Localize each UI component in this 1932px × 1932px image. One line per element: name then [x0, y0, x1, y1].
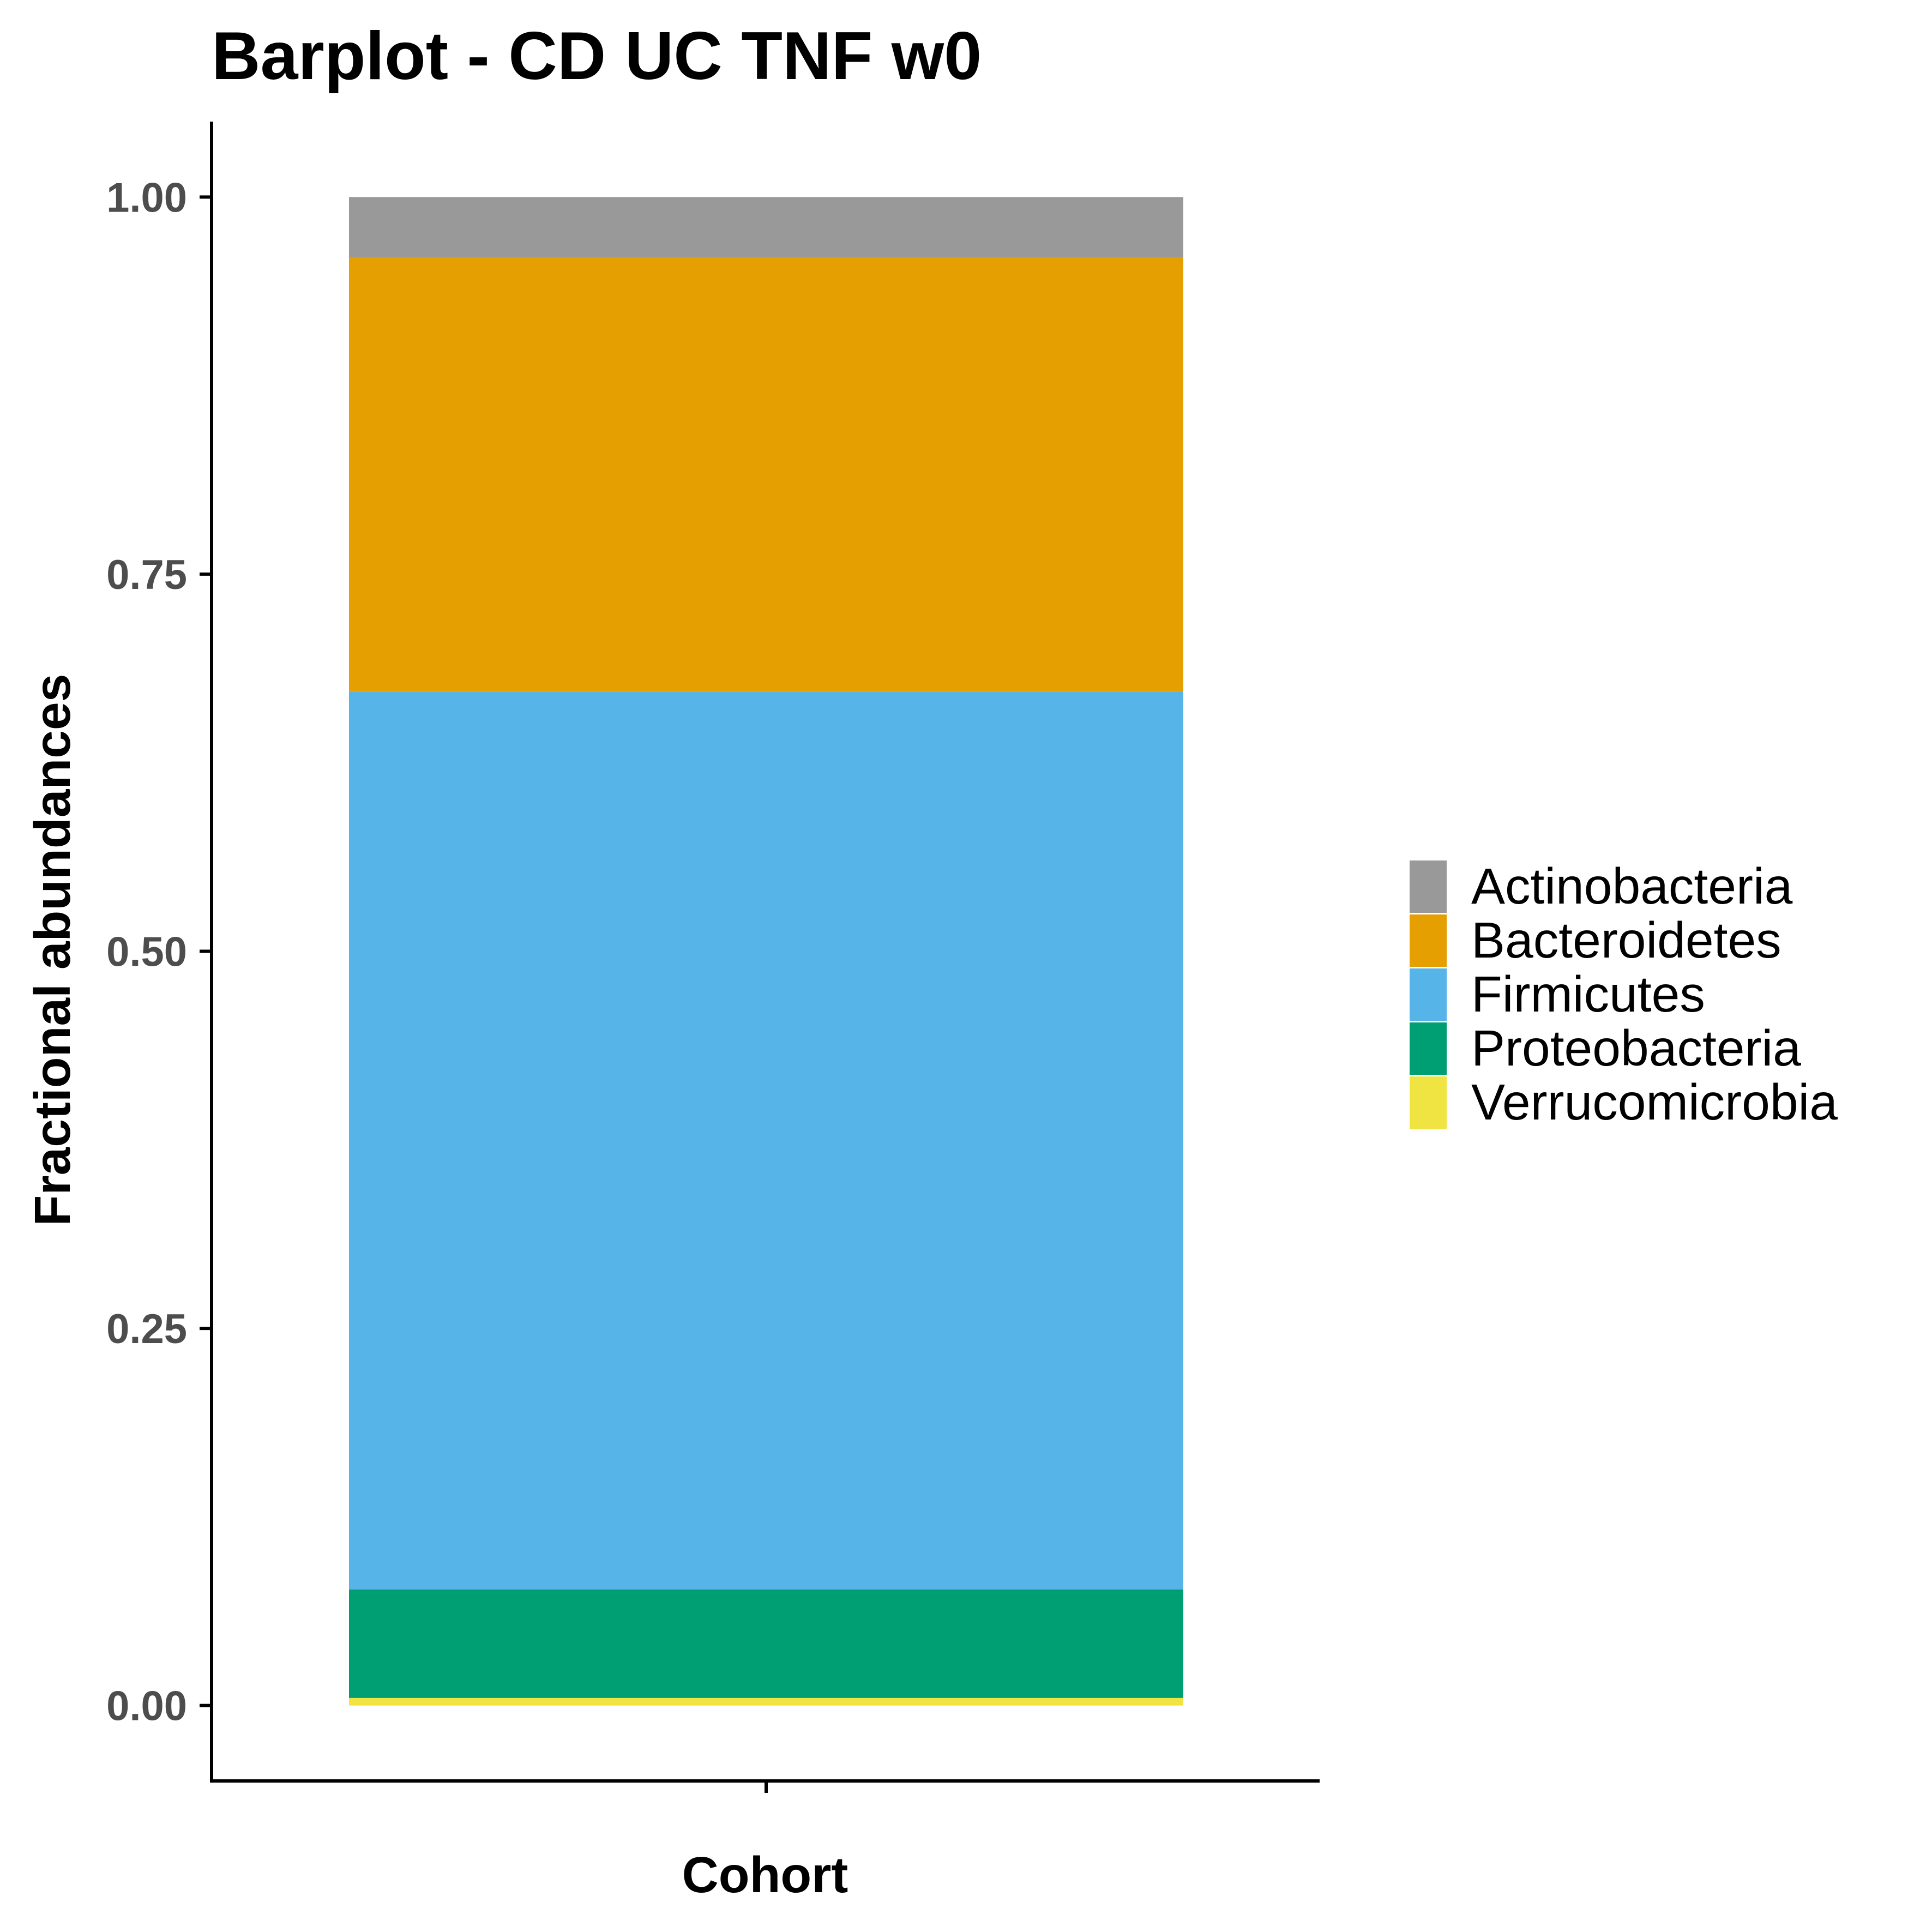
- legend-key-bacteroidetes: [1410, 914, 1447, 967]
- y-tick-label: 0.25: [106, 1306, 187, 1352]
- bar-segment-firmicutes: [349, 691, 1183, 1590]
- chart-title: Barplot - CD UC TNF w0: [212, 19, 982, 94]
- legend-key-proteobacteria: [1410, 1022, 1447, 1075]
- y-tick-label: 0.50: [106, 929, 187, 976]
- bar-segment-bacteroidetes: [349, 257, 1183, 692]
- legend-key-firmicutes: [1410, 968, 1447, 1021]
- y-tick-label: 0.00: [106, 1683, 187, 1730]
- legend-label-firmicutes: Firmicutes: [1471, 966, 1705, 1022]
- legend: ActinobacteriaBacteroidetesFirmicutesPro…: [1410, 858, 1838, 1130]
- legend-label-proteobacteria: Proteobacteria: [1471, 1020, 1801, 1076]
- y-axis-title: Fractional abundances: [24, 674, 81, 1226]
- legend-label-actinobacteria: Actinobacteria: [1471, 858, 1793, 914]
- legend-label-verrucomicrobia: Verrucomicrobia: [1471, 1074, 1838, 1130]
- bar-segment-proteobacteria: [349, 1589, 1183, 1698]
- bar-segment-verrucomicrobia: [349, 1698, 1183, 1706]
- legend-key-actinobacteria: [1410, 860, 1447, 913]
- bar-stack: [349, 197, 1183, 1706]
- y-tick-label: 1.00: [106, 174, 187, 221]
- y-axis-ticks: 0.00 0.25 0.50 0.75 1.00: [106, 174, 212, 1730]
- legend-key-verrucomicrobia: [1410, 1076, 1447, 1129]
- x-axis-title: Cohort: [682, 1846, 848, 1903]
- bar-segment-actinobacteria: [349, 197, 1183, 257]
- y-tick-label: 0.75: [106, 552, 187, 598]
- legend-label-bacteroidetes: Bacteroidetes: [1471, 912, 1781, 968]
